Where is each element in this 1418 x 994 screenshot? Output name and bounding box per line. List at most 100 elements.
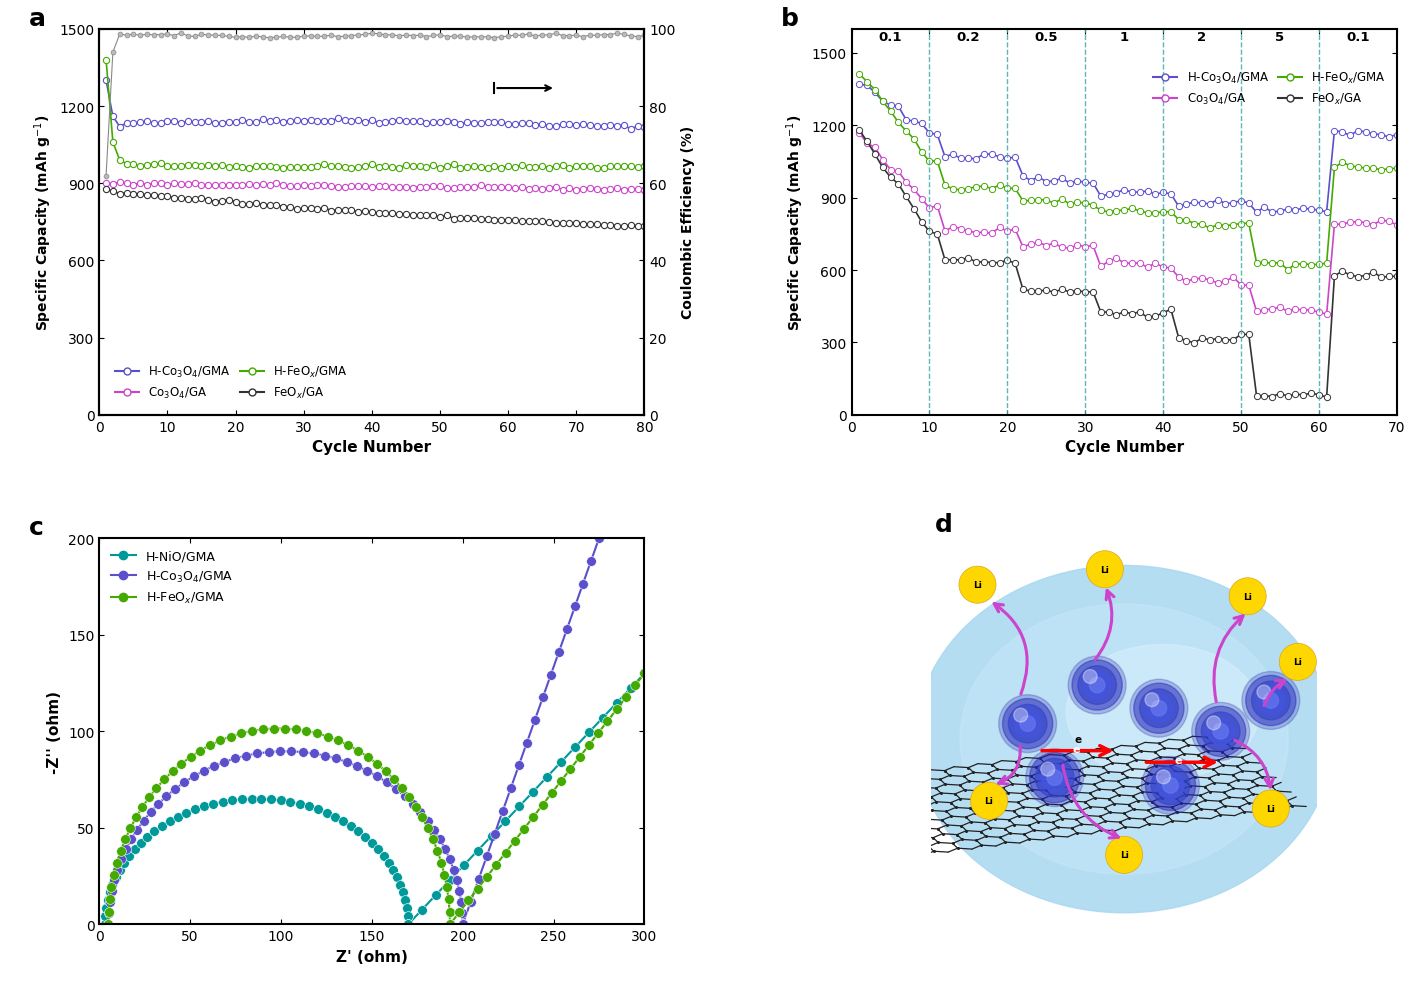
Circle shape [970,782,1008,819]
H-NiO/GMA [635,668,652,680]
Circle shape [1252,790,1289,827]
Circle shape [1041,762,1055,776]
Text: Li: Li [1120,851,1129,860]
H-FeO$_x$/GMA [133,801,150,813]
Circle shape [1207,717,1221,730]
Text: e: e [1174,755,1183,765]
Text: 2: 2 [1197,31,1207,44]
Text: Li: Li [1293,658,1302,667]
H-Co$_3$O$_4$/GMA [574,579,591,590]
H-NiO/GMA [363,837,380,849]
Circle shape [1089,678,1105,693]
Circle shape [1068,656,1126,715]
Circle shape [1140,689,1178,728]
Circle shape [1263,693,1279,709]
Text: Li: Li [973,580,981,589]
H-NiO/GMA [96,918,113,930]
Circle shape [1035,758,1073,797]
Circle shape [1025,748,1083,807]
Text: 0.1: 0.1 [879,31,902,44]
Circle shape [1014,709,1028,723]
Text: e: e [1075,735,1082,745]
Line: H-FeO$_x$/GMA: H-FeO$_x$/GMA [104,669,649,929]
H-FeO$_x$/GMA [99,918,116,930]
H-FeO$_x$/GMA [435,869,452,881]
Y-axis label: Specific Capacity (mAh g$^{-1}$): Specific Capacity (mAh g$^{-1}$) [784,114,805,331]
H-Co$_3$O$_4$/GMA [186,770,203,782]
Legend: H-NiO/GMA, H-Co$_3$O$_4$/GMA, H-FeO$_x$/GMA: H-NiO/GMA, H-Co$_3$O$_4$/GMA, H-FeO$_x$/… [105,545,238,610]
Circle shape [1003,699,1052,748]
H-NiO/GMA [539,771,556,783]
Circle shape [1151,701,1167,717]
Circle shape [1157,770,1170,784]
Text: e: e [1072,744,1079,754]
Legend: H-Co$_3$O$_4$/GMA, Co$_3$O$_4$/GA, H-FeO$_x$/GMA, FeO$_x$/GA: H-Co$_3$O$_4$/GMA, Co$_3$O$_4$/GA, H-FeO… [111,360,353,406]
Ellipse shape [960,604,1288,875]
Circle shape [1008,705,1046,744]
Circle shape [1083,672,1110,699]
Circle shape [1246,676,1296,726]
Text: c: c [28,516,44,540]
Legend: H-Co$_3$O$_4$/GMA, Co$_3$O$_4$/GA, H-FeO$_x$/GMA, FeO$_x$/GA: H-Co$_3$O$_4$/GMA, Co$_3$O$_4$/GA, H-FeO… [1149,67,1391,112]
H-Co$_3$O$_4$/GMA [418,815,435,827]
H-Co$_3$O$_4$/GMA [99,918,116,930]
H-Co$_3$O$_4$/GMA [411,806,428,818]
Circle shape [1144,693,1159,707]
H-FeO$_x$/GMA [635,668,652,680]
H-Co$_3$O$_4$/GMA [176,776,193,788]
Y-axis label: Specific Capacity (mAh g$^{-1}$): Specific Capacity (mAh g$^{-1}$) [33,114,54,331]
H-Co$_3$O$_4$/GMA [590,533,607,545]
Circle shape [1134,684,1184,734]
Line: H-NiO/GMA: H-NiO/GMA [99,669,649,929]
Circle shape [1130,680,1188,738]
H-NiO/GMA [162,815,179,827]
Text: Li: Li [1266,804,1275,813]
Y-axis label: -Z'' (ohm): -Z'' (ohm) [47,690,62,773]
Text: 0.2: 0.2 [957,31,980,44]
Line: H-Co$_3$O$_4$/GMA: H-Co$_3$O$_4$/GMA [104,534,604,929]
Text: 5: 5 [1275,31,1285,44]
Circle shape [1086,551,1123,588]
Text: Li: Li [1100,566,1109,575]
Text: 0.5: 0.5 [1035,31,1058,44]
Text: Li: Li [984,796,994,805]
X-axis label: Z' (ohm): Z' (ohm) [336,949,408,964]
Text: Li: Li [1244,592,1252,601]
Circle shape [959,567,995,603]
Text: 0.1: 0.1 [1346,31,1370,44]
Circle shape [1146,760,1195,811]
Circle shape [1252,682,1290,720]
X-axis label: Cycle Number: Cycle Number [1065,439,1184,455]
Circle shape [1046,770,1062,785]
Circle shape [1141,756,1200,814]
X-axis label: Cycle Number: Cycle Number [312,439,431,455]
H-FeO$_x$/GMA [265,723,282,735]
H-Co$_3$O$_4$/GMA [535,692,552,704]
Circle shape [1083,670,1098,684]
Text: b: b [781,7,798,31]
H-FeO$_x$/GMA [414,812,431,824]
Circle shape [1212,724,1228,740]
Circle shape [1072,660,1122,711]
Circle shape [1242,672,1300,730]
Circle shape [1195,707,1246,756]
Circle shape [1151,766,1190,805]
Circle shape [1258,687,1285,715]
Text: 1: 1 [1120,31,1129,44]
Circle shape [1020,717,1035,732]
Circle shape [998,695,1056,752]
Text: a: a [28,7,45,31]
Circle shape [1163,778,1178,793]
Circle shape [1256,685,1271,699]
Circle shape [1201,713,1239,750]
Circle shape [1207,718,1234,746]
H-FeO$_x$/GMA [191,745,208,756]
H-NiO/GMA [169,811,186,823]
Circle shape [1279,644,1316,681]
H-NiO/GMA [370,843,387,855]
Circle shape [1146,695,1173,722]
Circle shape [1191,703,1249,760]
Text: d: d [934,512,953,536]
H-NiO/GMA [608,698,625,710]
Circle shape [1229,579,1266,615]
